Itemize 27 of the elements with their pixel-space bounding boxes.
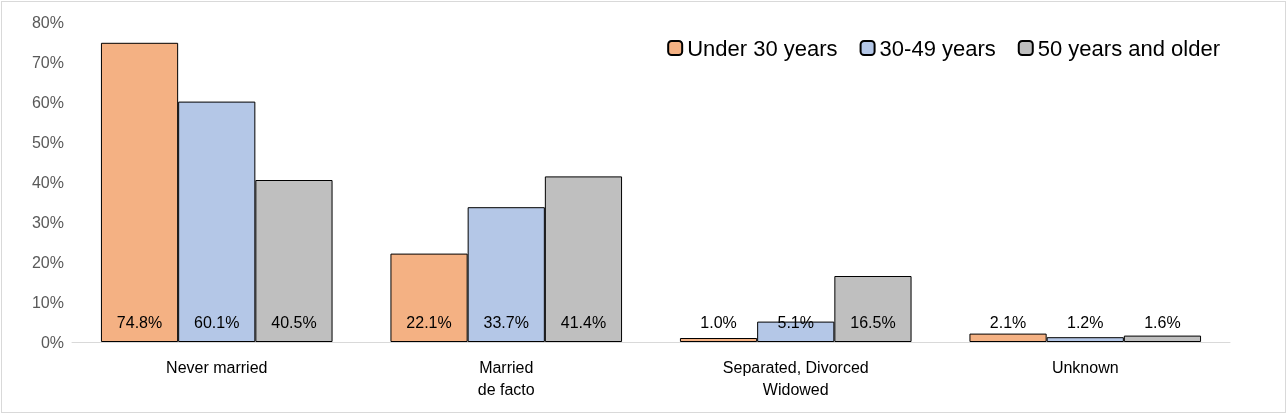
x-tick-label: Married de facto [477, 358, 535, 398]
data-label: 1.2% [1067, 313, 1104, 331]
y-tick-label: 70% [31, 53, 64, 71]
data-label: 2.1% [989, 313, 1027, 331]
x-tick-label: Separated, Divorced Widowed [722, 358, 869, 398]
data-label: 1.6% [1144, 313, 1181, 331]
y-tick-label: 0% [40, 333, 64, 351]
legend-label: Under 30 years [687, 35, 838, 61]
data-label: 60.1% [194, 313, 240, 331]
data-label: 16.5% [850, 313, 896, 331]
x-tick-label: Unknown [1051, 358, 1119, 376]
data-label: 33.7% [483, 313, 529, 331]
legend-label: 50 years and older [1037, 35, 1220, 61]
y-tick-label: 60% [31, 93, 64, 111]
data-label: 1.0% [700, 313, 737, 331]
y-tick-label: 10% [31, 293, 64, 311]
data-label: 40.5% [271, 313, 317, 331]
data-label: 41.4% [560, 313, 607, 331]
y-tick-label: 30% [31, 213, 64, 231]
y-tick-label: 20% [31, 253, 64, 271]
y-tick-label: 50% [31, 133, 64, 151]
y-tick-label: 40% [31, 173, 64, 191]
data-label: 22.1% [406, 313, 452, 331]
y-tick-label: 80% [31, 13, 64, 31]
data-label: 74.8% [116, 313, 163, 331]
legend-label: 30-49 years [879, 35, 996, 61]
x-tick-label: Never married [166, 358, 268, 376]
